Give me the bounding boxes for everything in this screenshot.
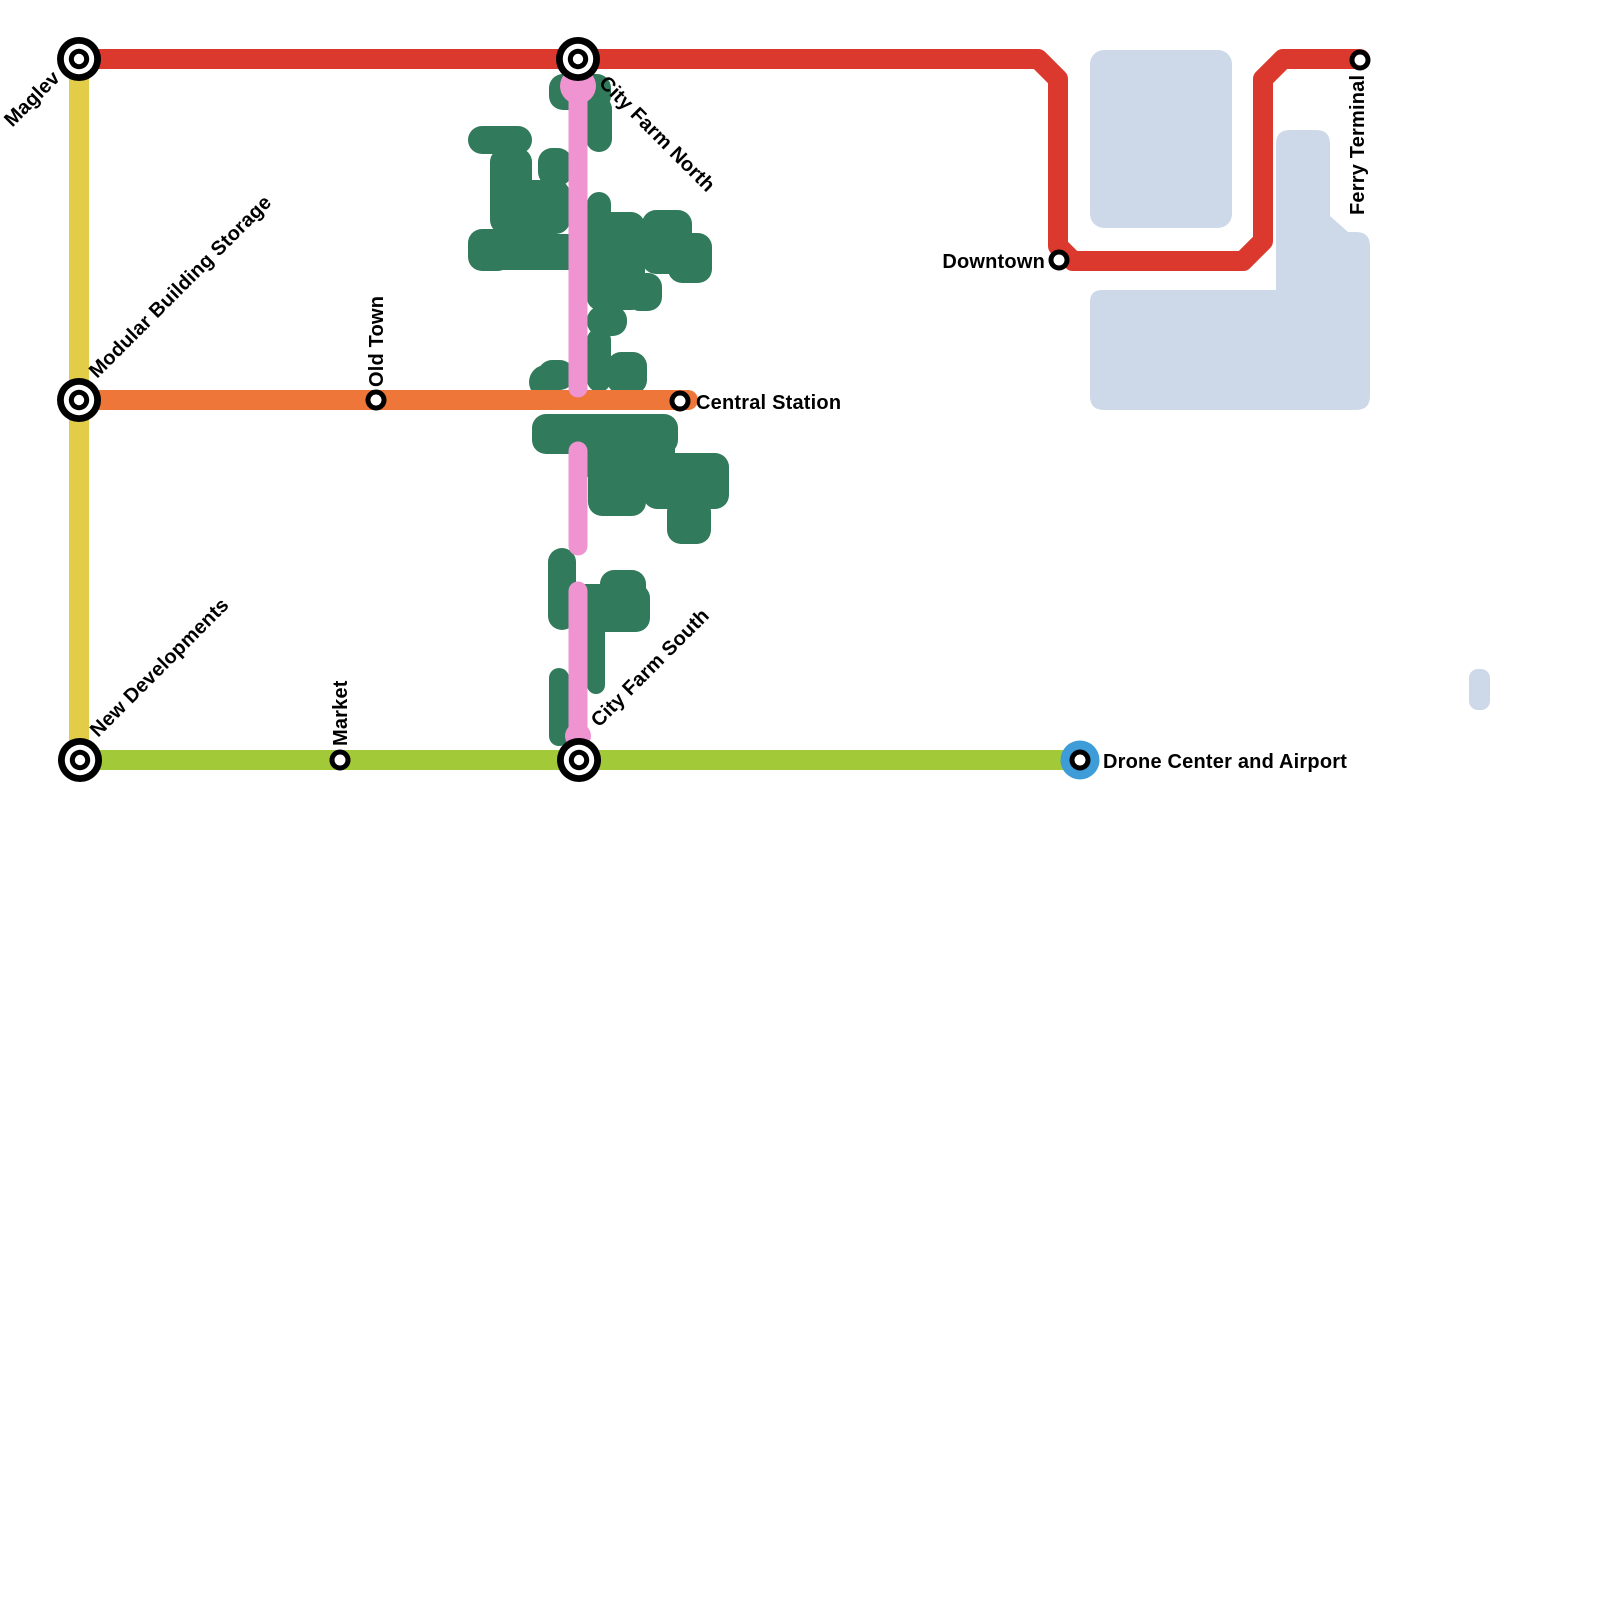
station-downtown[interactable]	[1048, 249, 1070, 271]
station-new-developments[interactable]	[58, 738, 102, 782]
water-areas	[1090, 50, 1490, 710]
station-label-downtown: Downtown	[942, 251, 1045, 273]
forest-area	[549, 668, 569, 746]
interchange-station-icon	[572, 53, 584, 65]
water-area	[1090, 130, 1370, 410]
forest-area	[626, 273, 662, 311]
regular-station-icon	[1048, 249, 1070, 271]
forest-area	[667, 498, 711, 544]
transit-line-red[interactable]	[69, 49, 1370, 271]
regular-station-icon	[669, 390, 691, 412]
regular-station-icon	[365, 389, 387, 411]
interchange-station-icon	[573, 754, 585, 766]
station-label-modular-building-storage: Modular Building Storage	[85, 192, 276, 383]
interchange-station-icon	[74, 754, 86, 766]
station-label-drone-center-and-airport: Drone Center and Airport	[1103, 751, 1347, 773]
forest-area	[468, 126, 532, 154]
forest-area	[490, 234, 592, 270]
forest-area	[587, 622, 605, 694]
station-city-farm-north[interactable]	[556, 37, 600, 81]
station-maglev[interactable]	[57, 37, 101, 81]
station-city-farm-south[interactable]	[557, 738, 601, 782]
forest-area	[668, 233, 712, 283]
station-label-old-town: Old Town	[366, 296, 388, 387]
station-label-central-station: Central Station	[696, 392, 841, 414]
regular-station-icon	[329, 749, 351, 771]
station-ferry-terminal[interactable]	[1349, 49, 1371, 71]
water-area	[1469, 669, 1490, 710]
forest-area	[607, 352, 647, 394]
station-drone-center-and-airport[interactable]	[1060, 740, 1100, 780]
forest-area	[586, 96, 612, 152]
station-label-ferry-terminal: Ferry Terminal	[1347, 75, 1369, 215]
regular-station-icon	[1349, 49, 1371, 71]
station-central-station[interactable]	[669, 390, 691, 412]
forest-area	[643, 453, 729, 509]
forest-area	[587, 328, 611, 392]
regular-station-icon	[1069, 749, 1091, 771]
station-modular-building-storage[interactable]	[57, 378, 101, 422]
station-label-new-developments: New Developments	[86, 594, 233, 741]
stations	[57, 37, 1371, 782]
station-label-city-farm-north: City Farm North	[594, 72, 719, 197]
station-label-maglev: Maglev	[0, 67, 65, 132]
forest-area	[588, 440, 646, 516]
station-old-town[interactable]	[365, 389, 387, 411]
forest-area	[600, 570, 646, 616]
forest-area	[538, 148, 572, 186]
station-market[interactable]	[329, 749, 351, 771]
water-area	[1090, 50, 1232, 228]
station-label-market: Market	[330, 680, 352, 746]
interchange-station-icon	[73, 394, 85, 406]
interchange-station-icon	[73, 53, 85, 65]
